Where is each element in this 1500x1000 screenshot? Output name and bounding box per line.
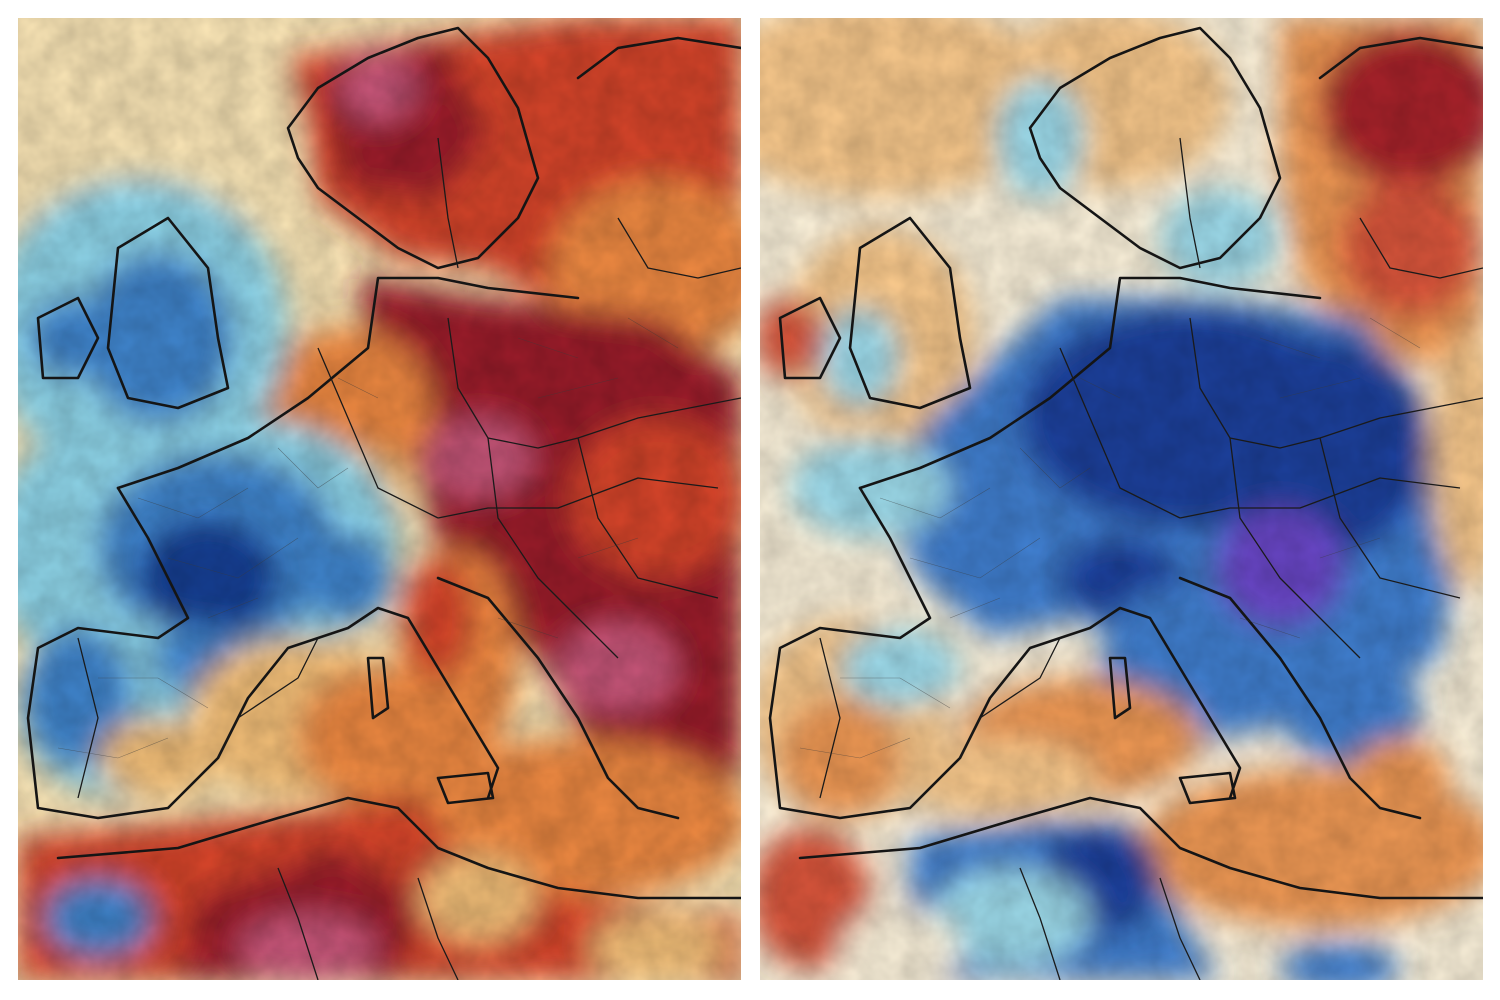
coastline [1178, 771, 1237, 805]
country-border [417, 877, 459, 980]
country-border [1189, 317, 1483, 449]
country-border [1179, 137, 1201, 269]
map-borders [768, 26, 1483, 980]
coastline [778, 296, 842, 380]
coastline [798, 796, 1483, 900]
coastline [56, 796, 741, 900]
country-border [437, 137, 459, 269]
country-border [447, 317, 741, 449]
map-borders [26, 26, 741, 980]
country-border [277, 867, 319, 980]
country-border [577, 437, 719, 599]
coastline [286, 26, 540, 270]
coastline [116, 276, 580, 490]
coastline [768, 486, 1242, 820]
country-border [217, 637, 319, 759]
coastline [436, 771, 495, 805]
left-map-svg [18, 18, 741, 980]
left-anomaly-map [18, 18, 741, 980]
country-border [77, 637, 99, 799]
coastline [436, 576, 680, 820]
noise-texture [18, 18, 741, 980]
coastline [858, 276, 1322, 490]
country-border [437, 477, 719, 519]
country-border [1059, 347, 1181, 519]
country-border [1359, 217, 1483, 279]
coastline [366, 656, 390, 720]
country-border [1019, 867, 1061, 980]
country-border [1229, 437, 1361, 659]
coastline [1108, 656, 1132, 720]
coastline [576, 36, 741, 80]
right-anomaly-map [760, 18, 1483, 980]
coastline [106, 216, 230, 410]
country-border [819, 637, 841, 799]
coastline [36, 296, 100, 380]
noise-texture [760, 18, 1483, 980]
region-border [799, 317, 1421, 759]
coastline [848, 216, 972, 410]
country-border [1319, 437, 1461, 599]
country-border [959, 637, 1061, 759]
coastline [1178, 576, 1422, 820]
country-border [617, 217, 741, 279]
country-border [487, 437, 619, 659]
coastline [1028, 26, 1282, 270]
country-border [1179, 477, 1461, 519]
region-border [57, 317, 679, 759]
country-border [1159, 877, 1201, 980]
country-border [317, 347, 439, 519]
coastline [26, 486, 500, 820]
coastline [1318, 36, 1483, 80]
right-map-svg [760, 18, 1483, 980]
